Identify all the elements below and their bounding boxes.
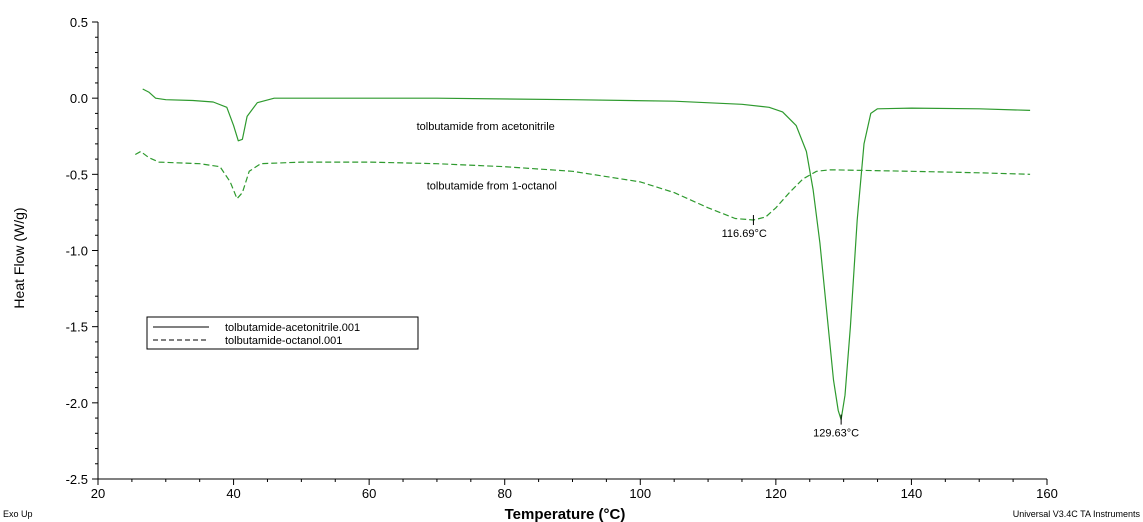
y-axis-title: Heat Flow (W/g) bbox=[11, 207, 27, 308]
y-tick-label: -1.0 bbox=[66, 244, 88, 259]
x-axis-title: Temperature (°C) bbox=[505, 506, 626, 522]
series-layer bbox=[135, 88, 1031, 421]
instrument-label: Universal V3.4C TA Instruments bbox=[1013, 509, 1141, 519]
y-tick-label: -0.5 bbox=[66, 167, 88, 182]
annotation-3: 116.69°C bbox=[722, 228, 767, 240]
legend-label-1: tolbutamide-acetonitrile.001 bbox=[225, 322, 360, 334]
annotation-4: 129.63°C bbox=[813, 427, 859, 439]
annotations: tolbutamide from acetonitrile tolbutamide… bbox=[417, 121, 860, 439]
legend-box bbox=[146, 316, 419, 350]
annotation-2: tolbutamide from 1-octanol bbox=[427, 181, 557, 193]
axes: 0.5 0.0 -0.5 -1.0 -1.5 -2.0 -2.520 40 60 80 100 120… bbox=[66, 15, 1058, 501]
x-tick-label: 160 bbox=[1036, 486, 1058, 501]
x-tick-label: 120 bbox=[765, 486, 787, 501]
y-tick-label: 0.0 bbox=[70, 91, 88, 106]
series-line-1 bbox=[142, 88, 1031, 421]
x-tick-label: 80 bbox=[497, 486, 511, 501]
x-tick-label: 60 bbox=[362, 486, 376, 501]
y-tick-label: -2.5 bbox=[66, 472, 88, 487]
x-tick-label: 100 bbox=[629, 486, 651, 501]
legend: tolbutamide-acetonitrile.001tolbutamide-… bbox=[146, 316, 419, 350]
x-tick-label: 20 bbox=[91, 486, 105, 501]
x-tick-label: 40 bbox=[226, 486, 240, 501]
y-tick-label: 0.5 bbox=[70, 15, 88, 30]
y-tick-label: -1.5 bbox=[66, 320, 88, 335]
y-tick-label: -2.0 bbox=[66, 396, 88, 411]
legend-label-2: tolbutamide-octanol.001 bbox=[225, 335, 342, 347]
series-line-2 bbox=[135, 150, 1031, 221]
exo-up-label: Exo Up bbox=[3, 509, 33, 519]
x-tick-label: 140 bbox=[901, 486, 923, 501]
annotation-1: tolbutamide from acetonitrile bbox=[417, 121, 555, 133]
